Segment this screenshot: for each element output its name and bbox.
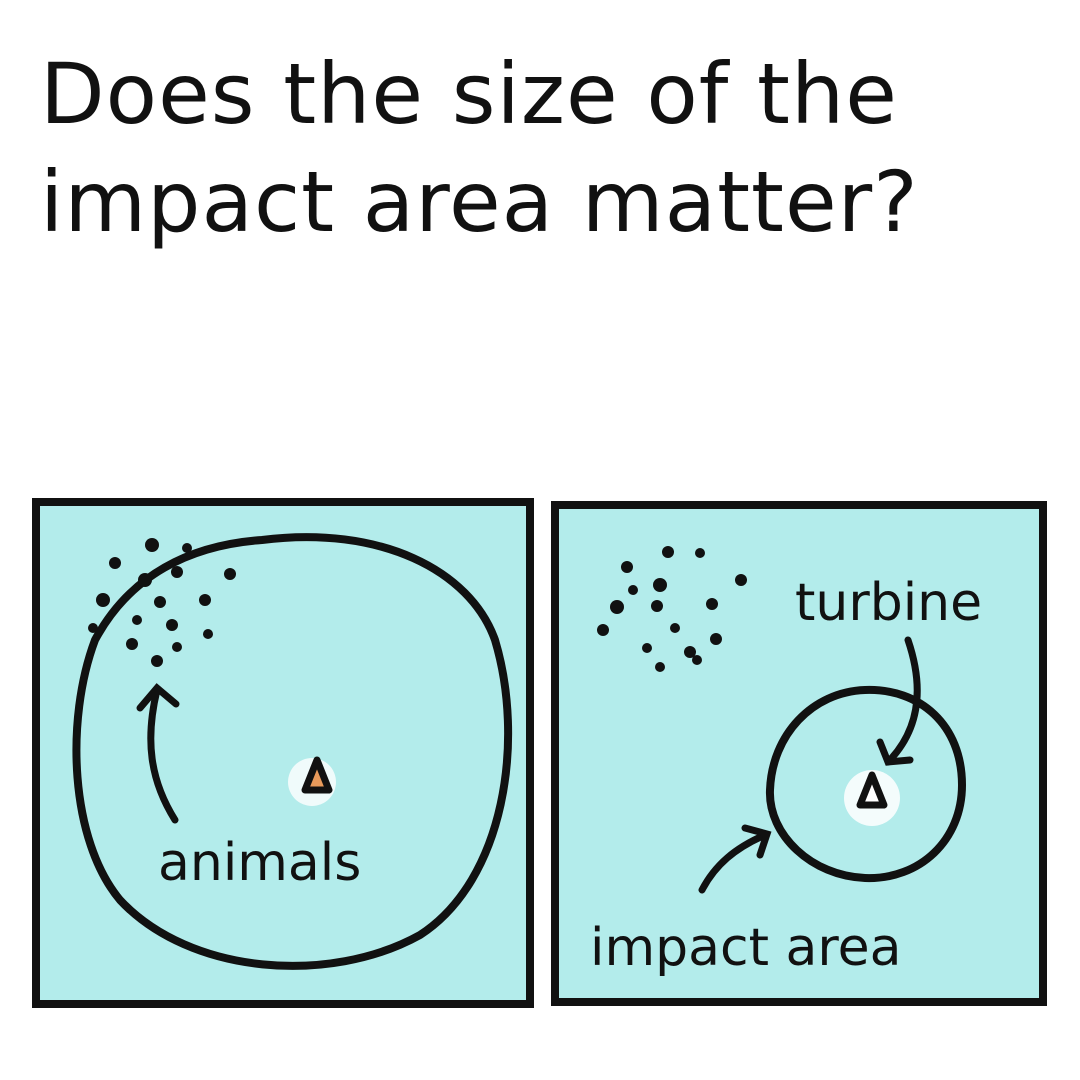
title-line-2: impact area matter?	[40, 153, 919, 251]
turbine-arrow	[876, 636, 921, 766]
animals-arrow	[136, 683, 180, 824]
turbine-icon	[856, 771, 888, 809]
impact-area-label: impact area	[590, 918, 901, 978]
impact-area-arrow	[698, 824, 772, 894]
title-line-1: Does the size of the	[40, 45, 898, 143]
large-impact-circle	[72, 533, 513, 970]
turbine-icon	[301, 756, 333, 794]
left-panel-frame	[32, 498, 534, 1008]
page-title: Does the size of the impact area matter?	[40, 40, 1040, 256]
left-panel: animals	[32, 498, 534, 1008]
animal-cluster	[597, 546, 747, 672]
turbine-label: turbine	[795, 573, 982, 633]
animals-label: animals	[158, 833, 361, 893]
small-impact-circle	[765, 685, 967, 883]
right-panel: turbine impact area	[551, 501, 1047, 1006]
animal-cluster	[88, 538, 236, 667]
